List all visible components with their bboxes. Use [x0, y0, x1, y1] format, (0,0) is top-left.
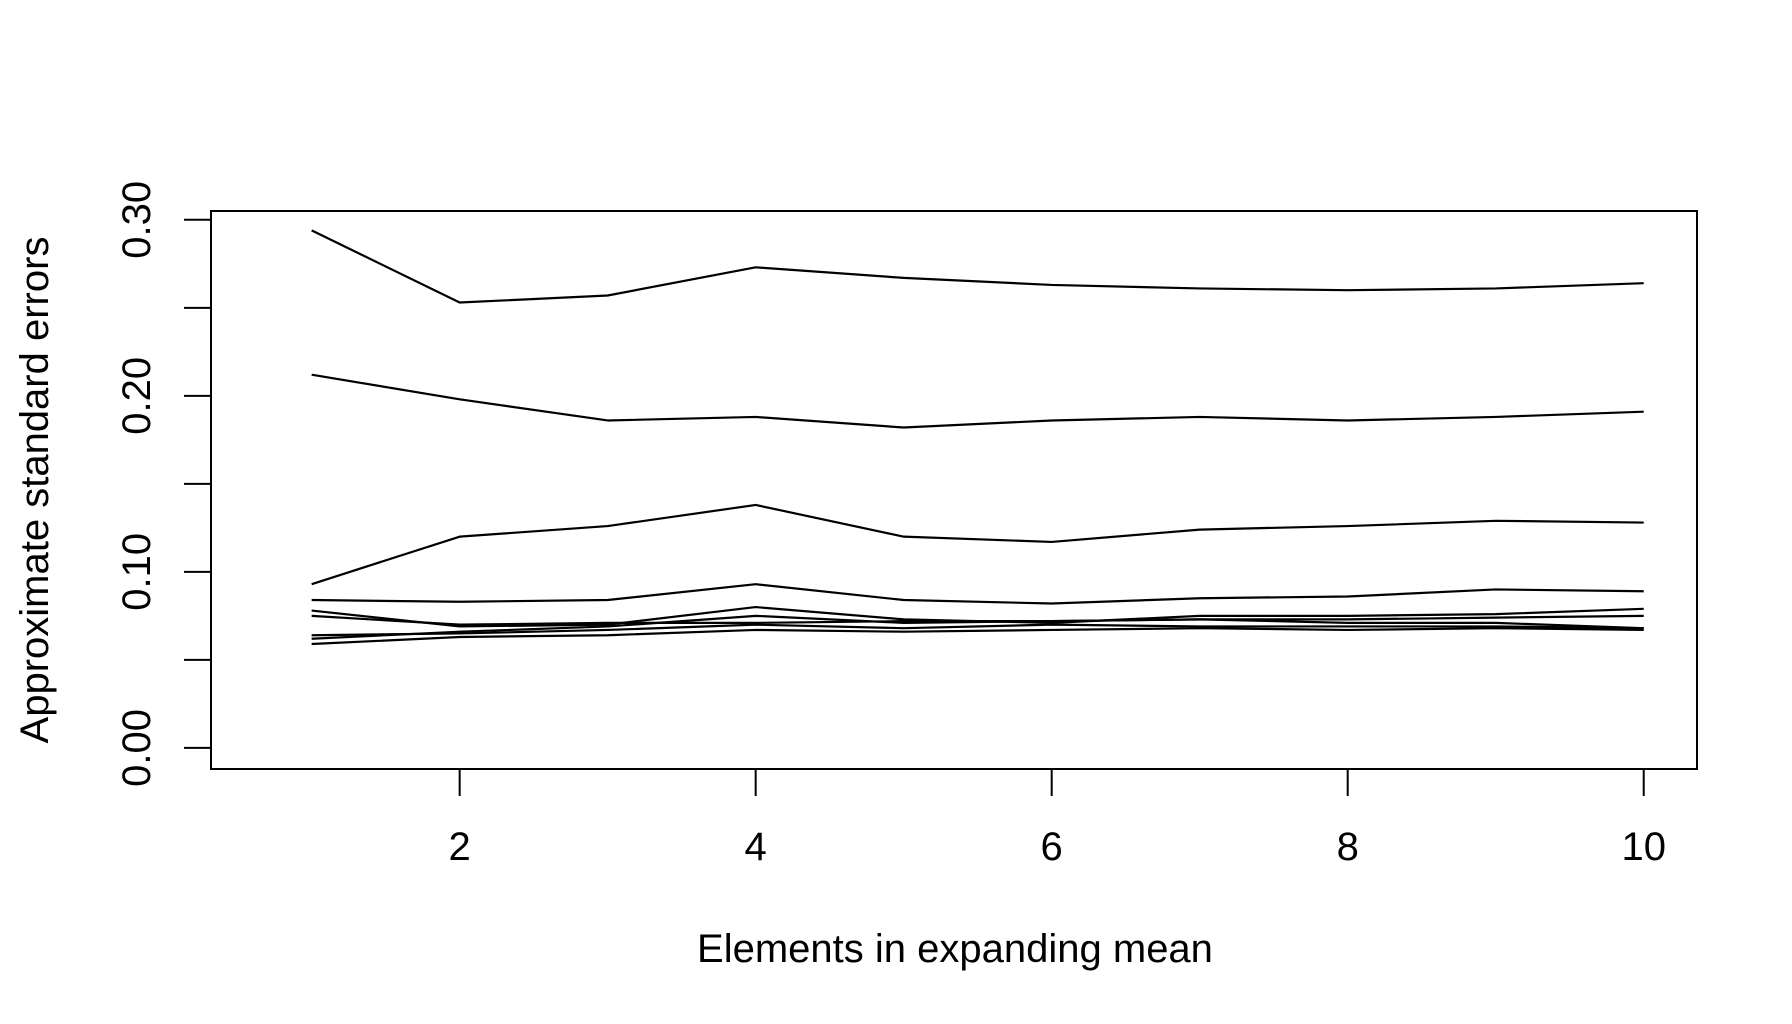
y-tick-label: 0.10	[115, 533, 159, 611]
y-axis-label: Approximate standard errors	[13, 237, 57, 744]
x-tick-label: 8	[1337, 825, 1359, 869]
x-tick-label: 2	[449, 825, 471, 869]
series-line-7	[311, 614, 1644, 640]
series-line-8	[311, 623, 1644, 637]
y-tick-label: 0.30	[115, 181, 159, 259]
series-line-4	[311, 583, 1644, 605]
y-tick-label: 0.20	[115, 357, 159, 435]
series-line-1	[311, 229, 1644, 304]
series-line-9	[311, 627, 1644, 646]
series-lines	[311, 229, 1644, 646]
plot-frame	[210, 210, 1698, 770]
x-tick-label: 6	[1041, 825, 1063, 869]
x-tick-label: 10	[1621, 825, 1666, 869]
x-axis: 2 4 6 8 10	[449, 768, 1666, 869]
series-line-3	[311, 503, 1644, 586]
x-tick-label: 4	[745, 825, 767, 869]
x-axis-label: Elements in expanding mean	[697, 927, 1213, 971]
series-line-2	[311, 373, 1644, 429]
y-tick-label: 0.00	[115, 709, 159, 787]
y-axis: 0.00 0.10 0.20 0.30	[115, 181, 212, 787]
